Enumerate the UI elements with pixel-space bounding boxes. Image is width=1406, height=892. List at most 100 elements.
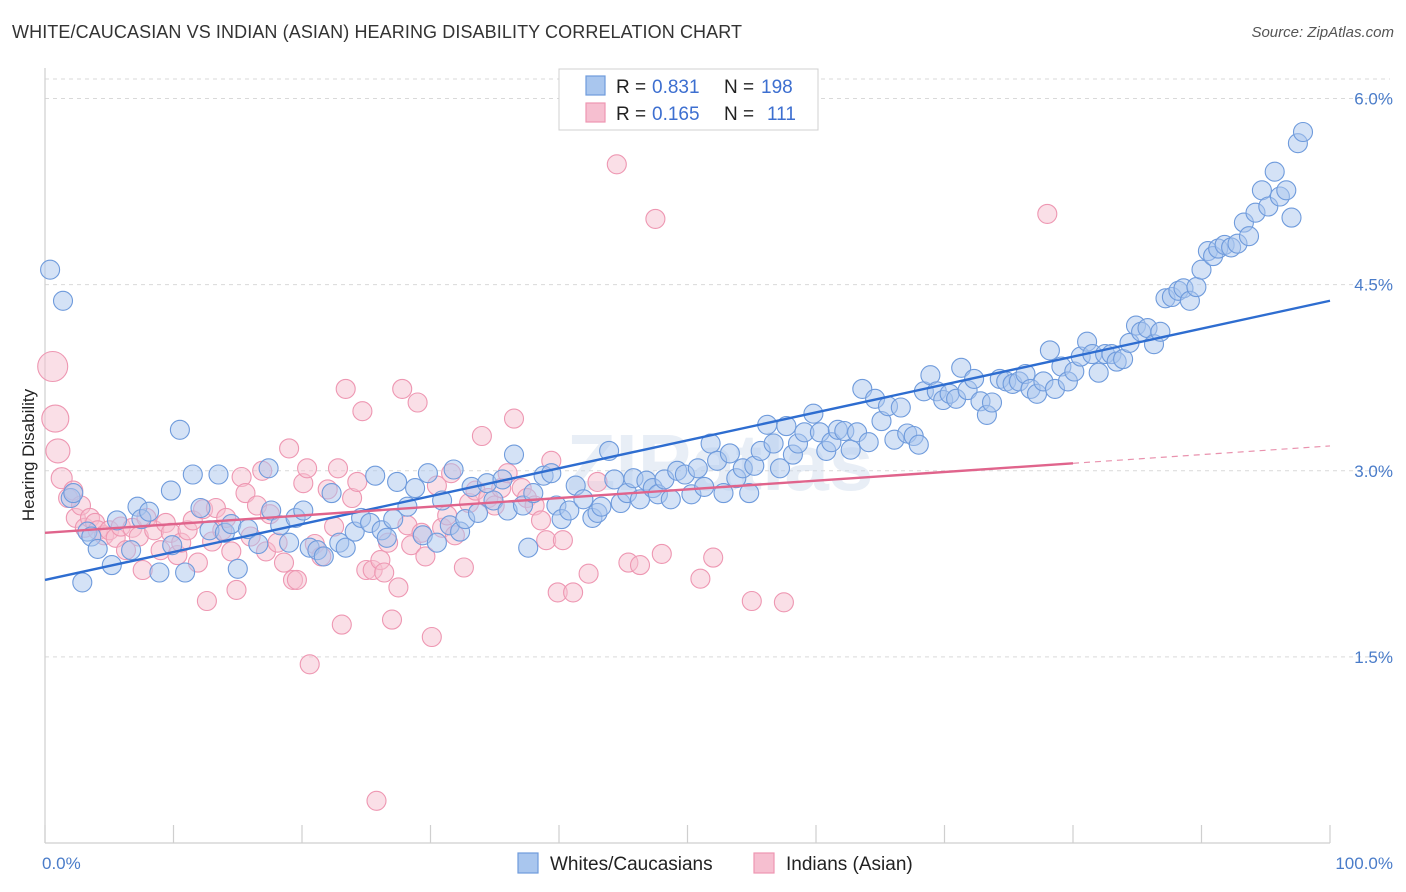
indians-point-19: [132, 559, 153, 581]
whites-point-64: [503, 444, 525, 465]
whites-point-69: [541, 463, 562, 484]
whites-point-181: [1238, 226, 1260, 247]
whites-point-52: [426, 532, 447, 553]
whites-points: [40, 121, 1314, 593]
indians-point-2: [45, 438, 71, 464]
indians-point-83: [453, 557, 474, 578]
whites-point-67: [523, 483, 544, 504]
indians-point-61: [347, 471, 368, 492]
series-legend: Whites/Caucasians Indians (Asian): [517, 852, 913, 875]
bottom-legend-label-whites: Whites/Caucasians: [550, 854, 713, 875]
whites-point-24: [221, 514, 242, 535]
whites-point-29: [261, 500, 282, 521]
whites-point-74: [573, 489, 594, 510]
whites-point-188: [1281, 207, 1302, 228]
whites-point-185: [1264, 161, 1285, 182]
whites-point-92: [687, 458, 708, 479]
whites-point-72: [559, 500, 580, 521]
indians-point-91: [503, 408, 525, 429]
indians-point-102: [587, 471, 608, 492]
indians-point-51: [297, 458, 318, 479]
indians-point-1: [41, 404, 70, 433]
whites-point-19: [182, 464, 203, 485]
indians-point-101: [578, 563, 599, 584]
indians-point-65: [366, 790, 387, 811]
whites-point-4: [72, 572, 93, 593]
y-tick-label-1: 3.0%: [1354, 462, 1393, 481]
whites-point-51: [417, 463, 438, 484]
indians-point-95: [530, 510, 552, 531]
whites-point-134: [951, 357, 972, 378]
indians-point-77: [421, 626, 442, 648]
whites-point-18: [175, 562, 196, 583]
whites-point-172: [1186, 277, 1207, 298]
whites-point-31: [279, 532, 300, 553]
bottom-legend-swatch-whites: [517, 852, 539, 874]
source-credit: Source: ZipAtlas.com: [1251, 24, 1394, 41]
legend-swatch-indians: [585, 102, 606, 123]
legend-r-value-0: 0.831: [652, 77, 700, 98]
whites-point-100: [739, 483, 760, 504]
whites-point-156: [1088, 362, 1109, 383]
indians-point-103: [606, 154, 627, 175]
indians-point-109: [703, 547, 724, 568]
whites-point-28: [258, 458, 279, 479]
whites-point-20: [190, 497, 211, 519]
whites-point-45: [376, 527, 397, 548]
indians-point-99: [552, 530, 573, 551]
legend-n-label-0: N =: [724, 77, 754, 98]
legend-r-label-0: R =: [616, 77, 646, 98]
legend-swatch-whites: [585, 75, 606, 96]
whites-point-17: [169, 419, 190, 440]
whites-point-106: [776, 416, 797, 437]
indians-point-70: [388, 577, 409, 598]
correlation-legend: R = 0.831 N = 198 R = 0.165 N = 111: [558, 68, 819, 131]
whites-point-49: [405, 478, 426, 499]
indians-point-111: [773, 592, 794, 613]
indians-point-100: [563, 582, 584, 603]
indians-trend-line: [44, 462, 1074, 534]
legend-n-label-1: N =: [724, 104, 754, 125]
indians-point-57: [327, 458, 349, 479]
whites-point-88: [660, 489, 681, 510]
y-axis-title: Hearing Disability: [19, 388, 38, 521]
whites-point-59: [467, 502, 489, 523]
indians-point-36: [221, 541, 242, 562]
legend-r-value-1: 0.165: [652, 104, 700, 125]
indians-point-74: [407, 392, 428, 413]
legend-r-label-1: R =: [616, 104, 646, 125]
whites-point-77: [591, 496, 612, 517]
tick-labels: 1.5% 3.0% 4.5% 6.0% 0.0% 100.0%: [42, 90, 1393, 874]
whites-point-13: [139, 501, 160, 522]
indians-point-110: [741, 590, 762, 612]
whites-point-105: [769, 458, 791, 479]
whites-point-61: [483, 490, 504, 511]
whites-point-37: [321, 483, 342, 504]
whites-point-10: [121, 540, 142, 561]
indians-point-69: [381, 609, 403, 630]
whites-point-124: [890, 397, 911, 418]
whites-point-15: [160, 480, 181, 501]
trend-lines: [44, 299, 1331, 582]
y-tick-label-0: 1.5%: [1354, 648, 1393, 667]
indians-point-62: [352, 401, 373, 422]
whites-point-47: [387, 471, 408, 492]
indians-point-112: [1037, 203, 1058, 224]
whites-point-14: [149, 562, 170, 583]
indians-point-86: [471, 425, 492, 447]
indians-point-106: [645, 208, 666, 229]
whites-point-9: [106, 510, 128, 531]
whites-point-66: [518, 537, 539, 558]
whites-point-22: [208, 464, 229, 485]
y-tick-label-3: 6.0%: [1354, 90, 1393, 109]
whites-point-94: [700, 433, 721, 454]
axes: [44, 68, 1331, 844]
whites-trend-line: [44, 299, 1331, 582]
whites-point-25: [227, 558, 248, 579]
x-tick-label-1: 100.0%: [1335, 854, 1393, 873]
chart-title: WHITE/CAUCASIAN VS INDIAN (ASIAN) HEARIN…: [12, 22, 743, 42]
indians-point-59: [335, 378, 356, 399]
whites-point-139: [981, 392, 1003, 413]
whites-point-33: [293, 500, 314, 521]
whites-point-119: [858, 432, 879, 453]
